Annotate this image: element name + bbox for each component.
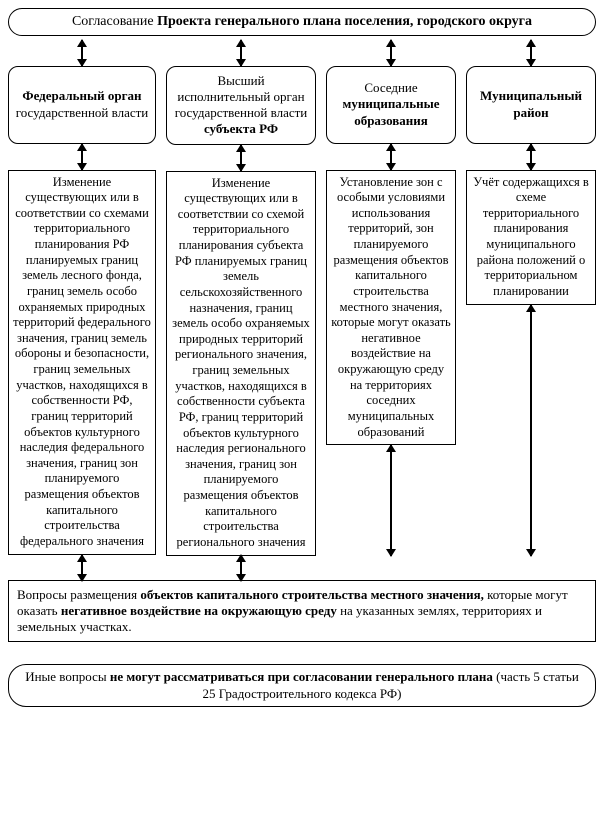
header-1-line-0: Высший исполнительный орган государствен… (175, 73, 308, 121)
arrow-top-3 (530, 40, 532, 66)
body-3: Учёт содержащихся в схеме территориально… (466, 170, 596, 305)
arrow-top-1 (240, 40, 242, 66)
footer-pill-p1: не могут рассматриваться при согласовани… (110, 669, 493, 684)
arrow-mid-2 (390, 144, 392, 170)
arrow-top-0 (81, 40, 83, 66)
arrow-bot-3 (530, 305, 532, 556)
header-2-line-0: Соседние (364, 80, 417, 95)
footer-box-p3: негативное воздействие на окружающую сре… (61, 603, 337, 618)
arrow-mid-0 (81, 144, 83, 170)
bottom-arrow-row (8, 555, 596, 581)
header-0-line-1: государственной власти (16, 105, 149, 120)
col-0: Федеральный орган государственной власти… (8, 40, 156, 556)
header-3-line-0: Муниципальный район (471, 88, 591, 121)
footer-pill-p0: Иные вопросы (25, 669, 110, 684)
header-2-line-1: муниципальные образования (343, 96, 440, 127)
col-2: Соседние муниципальные образования Устан… (326, 40, 456, 556)
arrow-bot-1 (240, 555, 242, 581)
arrow-bot-2 (390, 445, 392, 555)
title-pill: Согласование Проекта генерального плана … (8, 8, 596, 36)
body-1: Изменение существующих или в соответстви… (166, 171, 316, 556)
header-0-line-0: Федеральный орган (22, 88, 141, 103)
header-3: Муниципальный район (466, 66, 596, 144)
col-3: Муниципальный район Учёт содержащихся в … (466, 40, 596, 556)
columns: Федеральный орган государственной власти… (8, 40, 596, 556)
body-0: Изменение существующих или в соответстви… (8, 170, 156, 555)
footer-box-p0: Вопросы размещения (17, 587, 140, 602)
arrow-mid-1 (240, 145, 242, 171)
arrow-top-2 (390, 40, 392, 66)
footer-box-p1: объектов капитального строительства мест… (140, 587, 484, 602)
footer-pill: Иные вопросы не могут рассматриваться пр… (8, 664, 596, 707)
title-prefix: Согласование (72, 14, 157, 29)
arrow-bot-0 (81, 555, 83, 581)
body-2: Установление зон с особыми условиями исп… (326, 170, 456, 446)
header-2: Соседние муниципальные образования (326, 66, 456, 144)
footer-box: Вопросы размещения объектов капитального… (8, 580, 596, 643)
header-1-line-1: субъекта РФ (204, 121, 278, 136)
header-0: Федеральный орган государственной власти (8, 66, 156, 144)
col-1: Высший исполнительный орган государствен… (166, 40, 316, 556)
title-bold: Проекта генерального плана поселения, го… (157, 14, 532, 29)
header-1: Высший исполнительный орган государствен… (166, 66, 316, 145)
arrow-mid-3 (530, 144, 532, 170)
